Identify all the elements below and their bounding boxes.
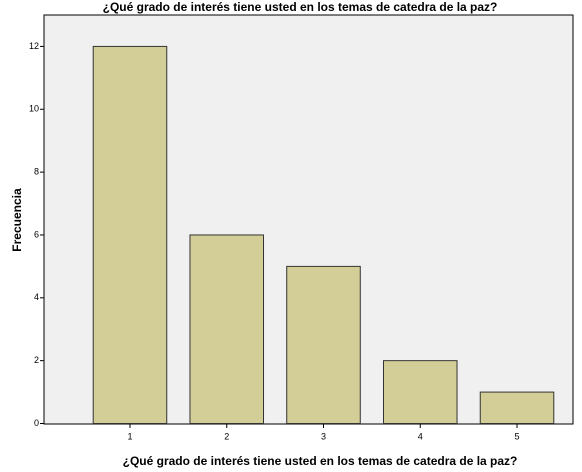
bar [92, 45, 168, 425]
y-axis-title: Frecuencia [10, 188, 24, 252]
bar [189, 234, 265, 424]
y-tick-label: 2 [34, 355, 39, 365]
x-tick-label: 3 [321, 431, 326, 441]
bar [286, 265, 361, 424]
x-tick-label: 5 [515, 431, 520, 441]
y-tick-label: 8 [34, 166, 39, 176]
y-tick-label: 4 [34, 292, 39, 302]
y-tick-label: 0 [34, 418, 39, 428]
x-tick-label: 2 [224, 431, 229, 441]
x-tick-label: 4 [418, 431, 423, 441]
chart-title: ¿Qué grado de interés tiene usted en los… [103, 0, 498, 14]
y-tick-label: 12 [29, 41, 39, 51]
y-tick-label: 10 [29, 104, 39, 114]
x-axis-title: ¿Qué grado de interés tiene usted en los… [123, 454, 518, 468]
x-tick-label: 1 [127, 431, 132, 441]
bar [479, 391, 555, 425]
y-tick-label: 6 [34, 229, 39, 239]
bar [382, 360, 458, 424]
